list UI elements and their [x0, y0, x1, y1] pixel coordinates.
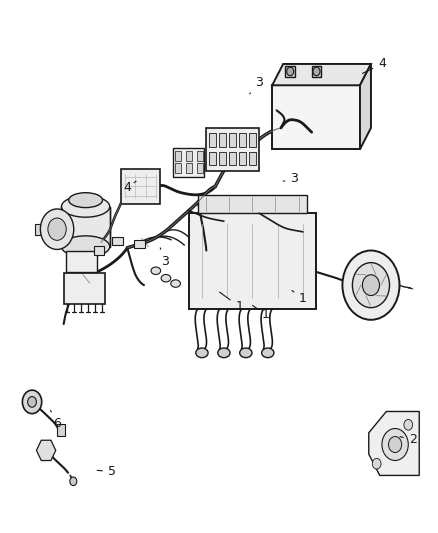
Circle shape	[28, 397, 36, 407]
Bar	[209, 133, 216, 147]
Circle shape	[361, 275, 378, 295]
Bar	[229, 152, 236, 165]
Text: 5: 5	[97, 465, 116, 478]
Bar	[134, 240, 145, 248]
Ellipse shape	[239, 348, 251, 358]
Circle shape	[48, 218, 66, 240]
Ellipse shape	[170, 280, 180, 287]
Bar	[61, 207, 110, 246]
Polygon shape	[188, 213, 315, 309]
Bar	[248, 133, 255, 147]
Bar	[185, 151, 191, 161]
Bar	[185, 163, 191, 173]
Bar	[272, 85, 359, 149]
Text: 1: 1	[252, 305, 269, 321]
Bar	[219, 133, 226, 147]
Bar	[57, 424, 65, 436]
Bar	[209, 152, 216, 165]
Ellipse shape	[161, 274, 170, 282]
Text: 3: 3	[283, 172, 297, 185]
Bar	[196, 151, 202, 161]
Text: 3: 3	[249, 76, 262, 94]
Bar	[285, 66, 294, 77]
Text: 2: 2	[399, 433, 416, 446]
Bar	[174, 163, 180, 173]
Ellipse shape	[195, 348, 208, 358]
Ellipse shape	[68, 193, 102, 207]
Bar	[197, 195, 307, 213]
Ellipse shape	[217, 348, 230, 358]
Bar	[238, 133, 245, 147]
Polygon shape	[359, 64, 370, 149]
Circle shape	[312, 67, 319, 76]
Ellipse shape	[61, 236, 110, 257]
Circle shape	[22, 390, 42, 414]
Bar	[248, 152, 255, 165]
Text: 1: 1	[291, 290, 306, 305]
Circle shape	[342, 251, 399, 320]
Bar	[35, 224, 42, 235]
Circle shape	[70, 477, 77, 486]
Circle shape	[381, 429, 407, 461]
Polygon shape	[272, 64, 370, 85]
Text: 1: 1	[219, 292, 243, 313]
Circle shape	[403, 419, 412, 430]
Ellipse shape	[151, 267, 160, 274]
Circle shape	[40, 209, 74, 249]
Text: 6: 6	[50, 410, 61, 430]
Bar	[120, 169, 160, 204]
Circle shape	[286, 67, 293, 76]
Bar	[229, 133, 236, 147]
Text: 3: 3	[160, 248, 168, 268]
Bar	[66, 251, 96, 272]
Circle shape	[388, 437, 401, 453]
Circle shape	[371, 458, 380, 469]
Polygon shape	[368, 411, 418, 475]
Bar	[311, 66, 321, 77]
Bar	[93, 246, 104, 255]
Bar	[64, 273, 105, 304]
Circle shape	[352, 263, 389, 308]
Ellipse shape	[261, 348, 273, 358]
Bar	[206, 128, 258, 171]
Text: 4: 4	[123, 181, 136, 194]
Bar	[238, 152, 245, 165]
Polygon shape	[36, 440, 56, 461]
Bar	[173, 148, 204, 177]
Ellipse shape	[61, 196, 110, 217]
Bar	[196, 163, 202, 173]
Bar	[112, 237, 123, 245]
Bar	[174, 151, 180, 161]
Text: 4: 4	[362, 58, 385, 74]
Bar	[219, 152, 226, 165]
